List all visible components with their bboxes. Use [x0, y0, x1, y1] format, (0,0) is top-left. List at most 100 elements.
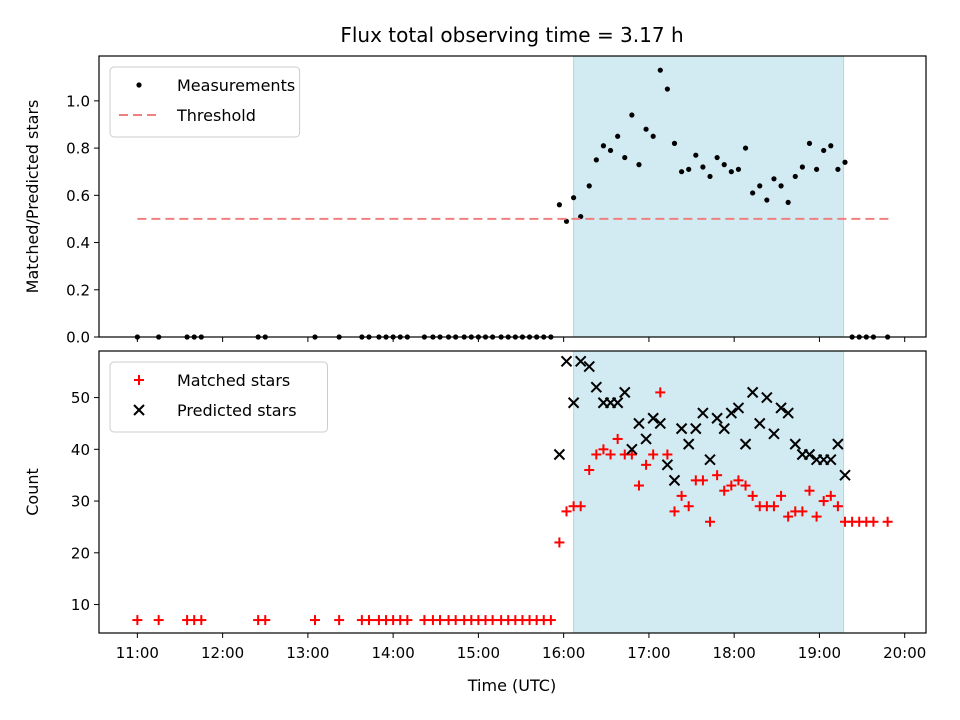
data-point — [783, 511, 794, 522]
y-axis-label: Matched/Predicted stars — [23, 100, 42, 294]
data-point — [487, 615, 498, 626]
data-point — [707, 173, 713, 180]
data-point — [711, 412, 723, 424]
data-point — [747, 490, 758, 501]
y-tick-label: 50 — [71, 389, 90, 407]
data-point — [563, 218, 570, 224]
data-point — [578, 213, 584, 220]
data-point — [746, 386, 759, 399]
data-point — [676, 490, 687, 501]
y-tick-label: 20 — [71, 544, 90, 562]
data-point — [643, 126, 649, 132]
data-point — [718, 422, 730, 435]
data-point — [654, 417, 666, 430]
x-tick-label: 15:00 — [457, 644, 500, 662]
data-point — [678, 169, 685, 175]
data-point — [553, 448, 566, 461]
data-point — [636, 162, 642, 168]
x-tick-label: 18:00 — [713, 644, 756, 662]
data-point — [309, 615, 320, 626]
data-point — [835, 166, 841, 172]
y-tick-label: 1.0 — [66, 92, 90, 110]
x-tick-label: 16:00 — [542, 644, 585, 662]
data-point — [799, 164, 805, 170]
data-point — [260, 615, 271, 626]
x-tick-label: 14:00 — [372, 644, 415, 662]
data-point — [832, 501, 843, 512]
data-point — [690, 422, 702, 435]
data-point — [584, 465, 595, 476]
data-point — [828, 143, 834, 149]
data-point — [153, 615, 164, 626]
data-point — [641, 459, 652, 470]
data-point — [545, 615, 556, 626]
data-point — [556, 202, 562, 208]
legend: Matched stars Predicted stars — [109, 361, 328, 433]
data-point — [789, 438, 801, 450]
data-point — [704, 453, 716, 466]
data-point — [733, 475, 744, 486]
data-point — [600, 143, 607, 149]
x-axis-label: Time (UTC) — [467, 676, 556, 695]
data-point — [683, 501, 694, 512]
x-tick-label: 12:00 — [201, 644, 244, 662]
legend-swatch — [134, 375, 144, 385]
data-point — [196, 615, 207, 626]
data-point — [804, 485, 815, 496]
data-point — [574, 355, 587, 368]
data-point — [402, 615, 413, 626]
y-tick-label: 0.2 — [66, 281, 90, 299]
data-point — [754, 417, 766, 430]
data-point — [725, 407, 738, 419]
data-point — [697, 475, 708, 486]
legend-box — [109, 361, 328, 433]
x-tick-label: 13:00 — [286, 644, 329, 662]
data-point — [726, 480, 737, 491]
data-point — [591, 449, 602, 460]
data-point — [334, 615, 345, 626]
data-point — [825, 490, 836, 501]
data-point — [785, 199, 791, 206]
y-tick-label: 0.4 — [66, 234, 90, 252]
data-point — [778, 183, 784, 189]
data-point — [739, 438, 752, 450]
data-point — [598, 444, 609, 455]
series-matched-stars — [132, 387, 893, 626]
data-point — [821, 147, 827, 154]
data-point — [633, 480, 644, 491]
data-point — [806, 140, 813, 146]
y-tick-label: 40 — [71, 441, 90, 459]
data-point — [626, 443, 638, 456]
chart-panels: 0.0 0.2 0.4 0.6 0.8 1.0 Matched/Predicted star… — [23, 55, 927, 662]
panel-1: 0.0 0.2 0.4 0.6 0.8 1.0 Matched/Predicted star… — [23, 55, 927, 347]
data-point — [435, 615, 446, 626]
legend-label: Predicted stars — [177, 401, 297, 420]
plot-area — [132, 355, 893, 626]
data-point — [607, 147, 614, 154]
data-point — [571, 195, 577, 201]
data-point — [803, 448, 816, 461]
data-point — [560, 355, 573, 368]
legend: Measurements Threshold — [109, 66, 301, 138]
legend-swatch — [133, 404, 145, 416]
data-point — [619, 386, 631, 399]
data-point — [640, 433, 652, 445]
data-point — [671, 140, 678, 146]
data-point — [719, 485, 730, 496]
data-point — [712, 470, 723, 481]
data-point — [818, 496, 829, 507]
x-tick-label: 11:00 — [116, 644, 159, 662]
data-point — [586, 183, 592, 189]
data-point — [450, 615, 461, 626]
data-point — [561, 506, 572, 517]
data-point — [697, 407, 709, 419]
legend-label: Measurements — [177, 76, 295, 95]
y-tick-label: 0.8 — [66, 140, 90, 158]
data-point — [693, 152, 699, 158]
data-point — [776, 490, 787, 501]
data-point — [675, 422, 688, 435]
data-point — [612, 433, 623, 444]
data-point — [661, 459, 674, 471]
data-point — [419, 615, 430, 626]
